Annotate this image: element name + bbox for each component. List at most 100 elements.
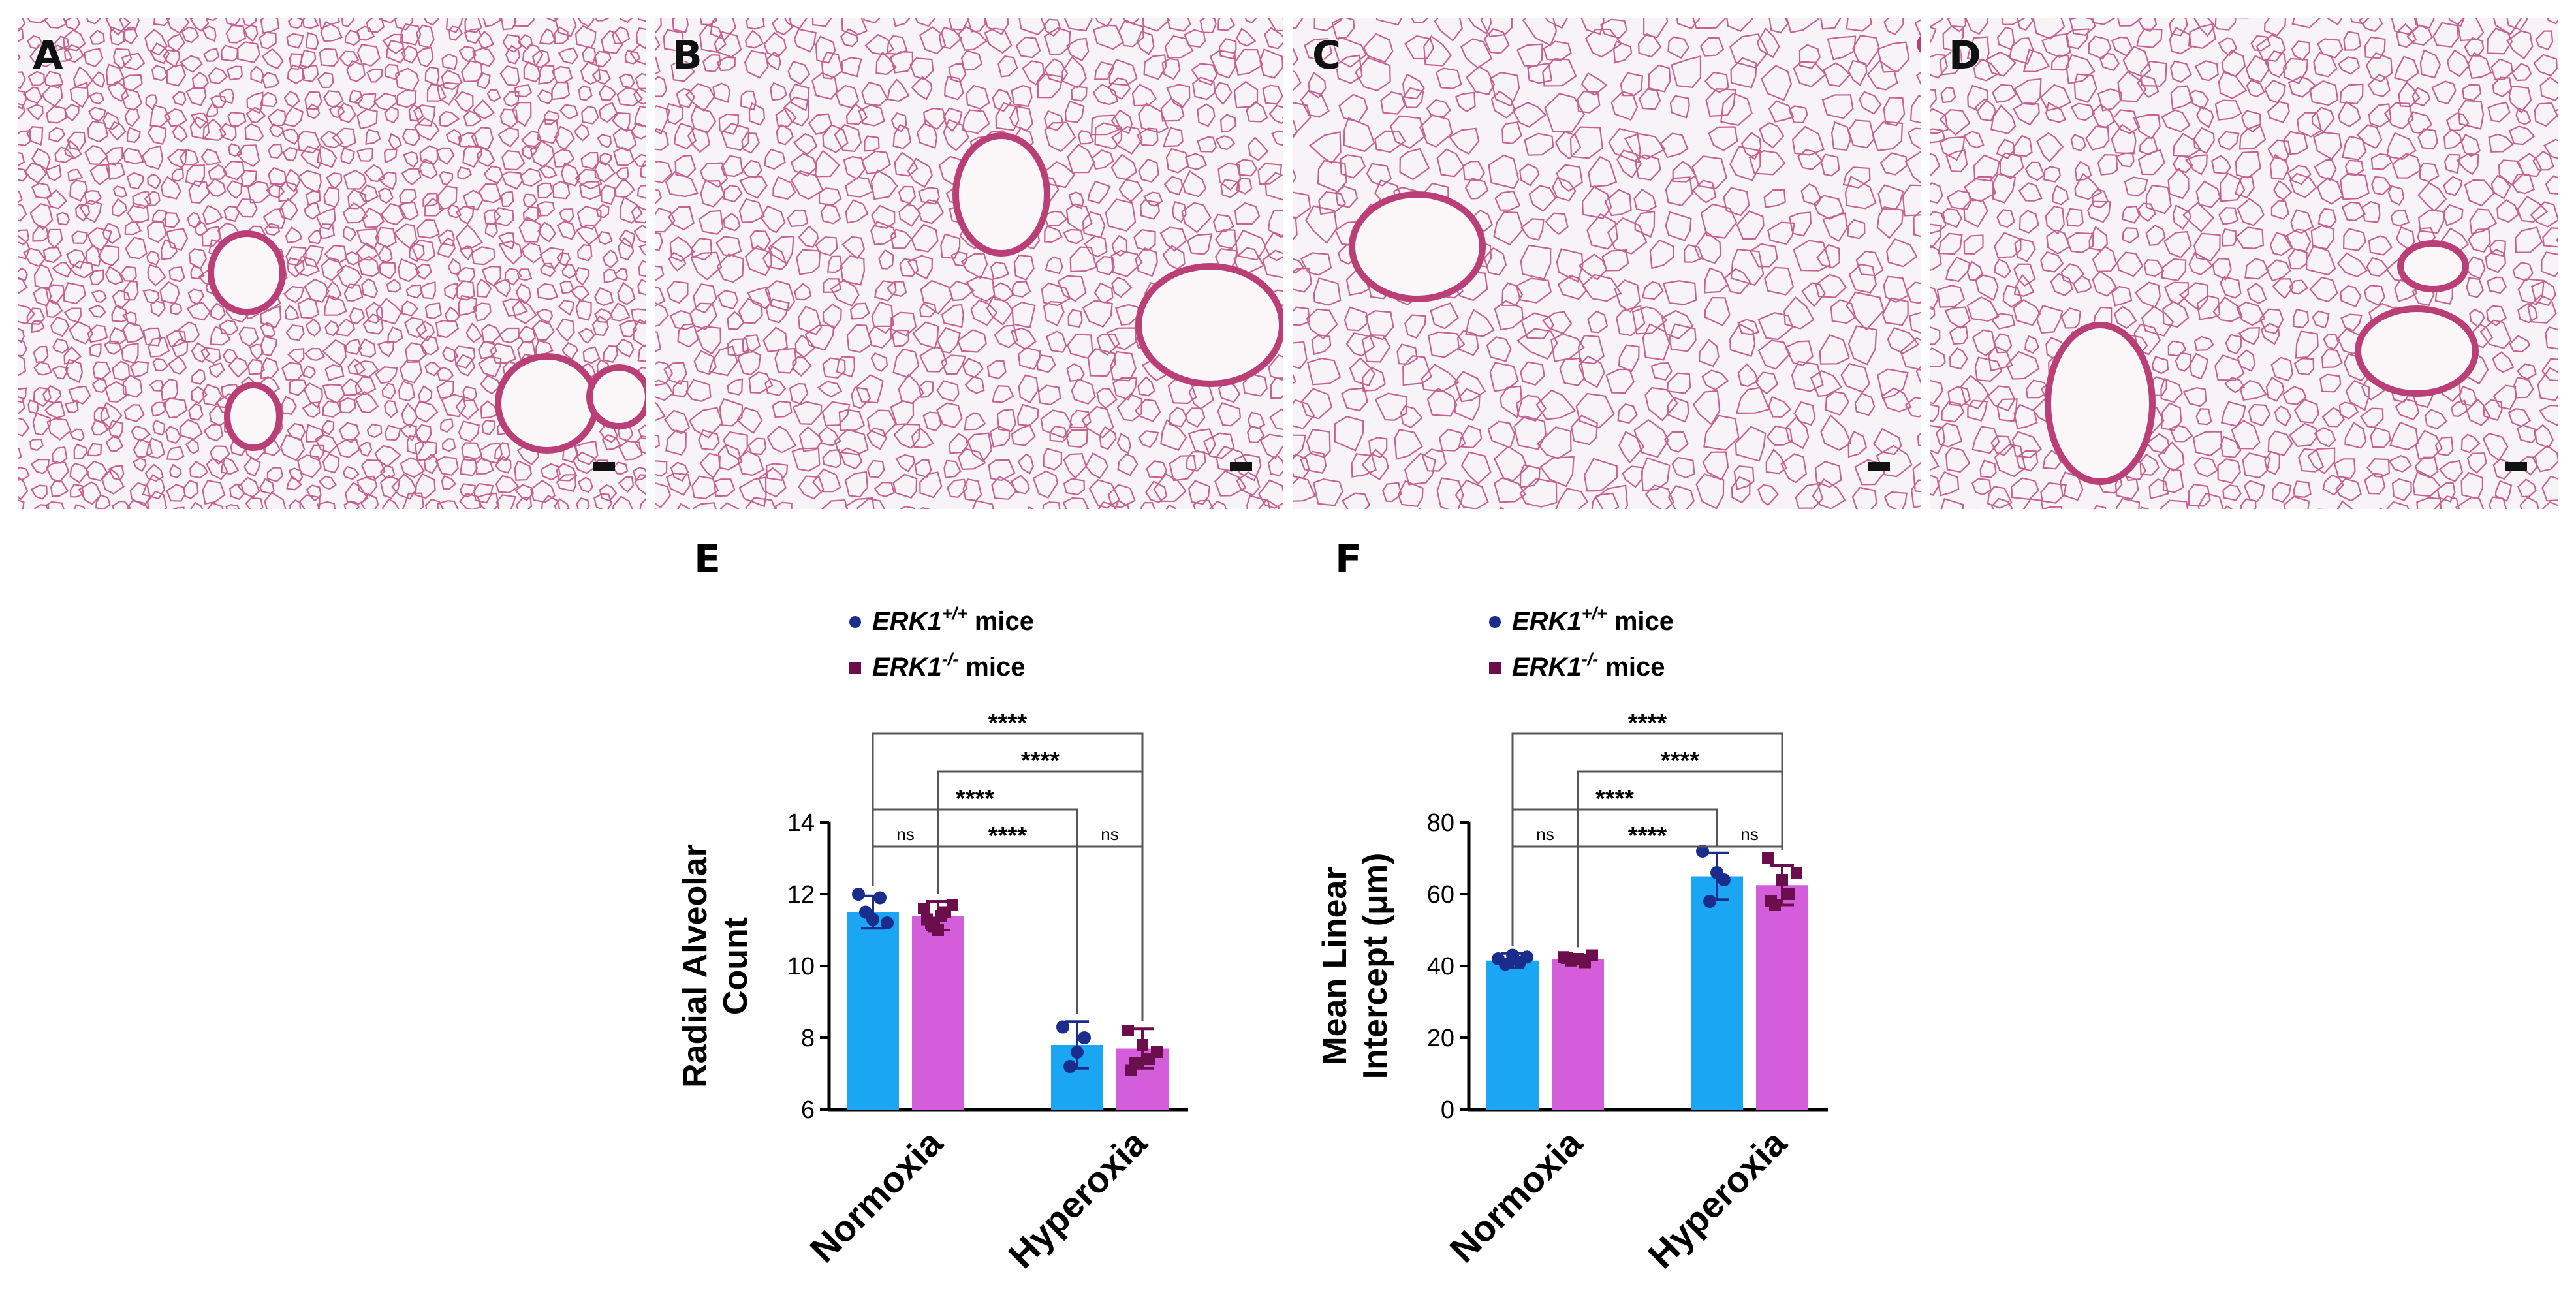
- vessels: [2045, 240, 2479, 485]
- significance-label: ****: [956, 785, 994, 813]
- significance-bracket: ****: [1511, 709, 1783, 946]
- legend-wt-marker: [1489, 616, 1501, 628]
- x-category-label: Hyperoxia: [1000, 1121, 1155, 1276]
- data-point: [947, 899, 958, 911]
- significance-label: ns: [896, 824, 914, 844]
- significance-label: ns: [1740, 824, 1758, 844]
- significance-label: ****: [1628, 709, 1667, 737]
- legend-label: ERK1-/- mice: [872, 649, 1025, 681]
- panel-label-b: B: [672, 33, 702, 78]
- panel-label-e: E: [694, 537, 721, 582]
- panel-label-f: F: [1335, 537, 1362, 582]
- data-point: [1499, 958, 1512, 971]
- significance-label: ****: [988, 822, 1027, 850]
- histology-panel-a: [18, 18, 646, 509]
- histology-panel-b: [655, 18, 1283, 509]
- data-point: [1056, 1020, 1069, 1034]
- significance-bracket: ns: [872, 824, 939, 894]
- data-point: [1696, 845, 1709, 858]
- x-category-label: Hyperoxia: [1640, 1121, 1795, 1276]
- vessels: [208, 230, 646, 454]
- data-point: [852, 888, 865, 901]
- bar: [1486, 960, 1539, 1110]
- data-point: [1122, 1025, 1134, 1036]
- data-point: [1137, 1039, 1148, 1051]
- significance-bracket: ****: [1511, 785, 1718, 946]
- legend-ko-marker: [849, 662, 861, 674]
- y-tick-label: 12: [787, 881, 815, 909]
- x-category-label: Normoxia: [1441, 1121, 1590, 1270]
- significance-label: ns: [1536, 824, 1554, 844]
- y-axis-label: Mean LinearIntercept (μm): [1316, 853, 1394, 1080]
- bar: [1691, 876, 1743, 1110]
- panel-label-a: A: [33, 33, 63, 78]
- histology-panel-d: [1930, 18, 2558, 509]
- y-tick-label: 80: [1427, 809, 1454, 837]
- scale-bar: [2505, 462, 2527, 471]
- bar: [847, 912, 899, 1110]
- bar: [912, 916, 964, 1110]
- significance-label: ****: [1021, 747, 1060, 775]
- y-tick-label: 40: [1427, 953, 1454, 980]
- data-point: [918, 903, 930, 914]
- scale-bar: [1868, 462, 1890, 471]
- legend-label: ERK1+/+ mice: [1512, 604, 1674, 636]
- y-tick-label: 60: [1427, 881, 1454, 909]
- significance-label: ****: [1595, 785, 1634, 813]
- data-point: [1063, 1060, 1076, 1073]
- legend-ko-marker: [1489, 662, 1501, 674]
- legend-wt-marker: [849, 616, 861, 628]
- bar: [1756, 885, 1808, 1110]
- panel-label-d: D: [1949, 33, 1981, 78]
- y-tick-label: 14: [787, 809, 815, 837]
- data-point: [1520, 950, 1533, 964]
- y-tick-label: 8: [801, 1025, 815, 1052]
- y-tick-label: 10: [787, 953, 815, 980]
- significance-label: ****: [988, 709, 1027, 737]
- vessels: [952, 132, 1283, 387]
- significance-label: ****: [1661, 747, 1699, 775]
- data-point: [1703, 895, 1716, 908]
- data-point: [1071, 1046, 1084, 1059]
- alveolar-septa: [1293, 18, 1921, 509]
- legend-label: ERK1-/- mice: [1512, 649, 1665, 681]
- data-point: [1791, 867, 1802, 879]
- significance-label: ns: [1101, 824, 1118, 844]
- data-point: [1561, 952, 1573, 964]
- data-point: [1151, 1046, 1163, 1058]
- data-point: [873, 891, 887, 905]
- significance-bracket: ns: [1716, 824, 1783, 850]
- y-tick-label: 20: [1427, 1025, 1454, 1052]
- data-point: [1765, 895, 1777, 907]
- significance-bracket: ns: [1511, 824, 1579, 948]
- tissue-background: [655, 18, 1283, 509]
- y-axis-label: Radial AlveolarCount: [676, 844, 755, 1088]
- data-point: [1125, 1064, 1137, 1076]
- data-point: [1586, 949, 1598, 961]
- legend-label: ERK1+/+ mice: [872, 604, 1034, 636]
- chart-f: ERK1+/+ mice ERK1-/- mice 0 20 40 60 80 Mean Li…: [1316, 604, 1828, 1276]
- significance-bracket: ns: [1076, 824, 1144, 1021]
- bar: [1552, 959, 1604, 1110]
- data-point: [1078, 1031, 1091, 1044]
- y-tick-label: 6: [801, 1097, 815, 1124]
- vessels: [1349, 35, 1921, 302]
- data-point: [866, 912, 879, 926]
- data-point: [928, 920, 940, 933]
- data-point: [935, 910, 947, 922]
- scale-bar: [593, 462, 615, 471]
- y-tick-label: 0: [1441, 1097, 1454, 1124]
- chart-e: ERK1+/+ mice ERK1-/- mice 6 8 10 12 14 Radial A…: [676, 604, 1188, 1276]
- data-point: [1783, 888, 1795, 900]
- data-point: [1762, 852, 1774, 864]
- data-point: [881, 916, 894, 929]
- significance-label: ****: [1628, 822, 1667, 850]
- scale-bar: [1230, 462, 1252, 471]
- data-point: [1776, 874, 1788, 886]
- significance-bracket: ****: [872, 785, 1078, 1014]
- panel-label-c: C: [1312, 33, 1342, 78]
- histology-panel-c: [1293, 18, 1921, 509]
- significance-bracket: ****: [872, 709, 1144, 1021]
- x-category-label: Normoxia: [802, 1121, 950, 1270]
- data-point: [1718, 873, 1731, 886]
